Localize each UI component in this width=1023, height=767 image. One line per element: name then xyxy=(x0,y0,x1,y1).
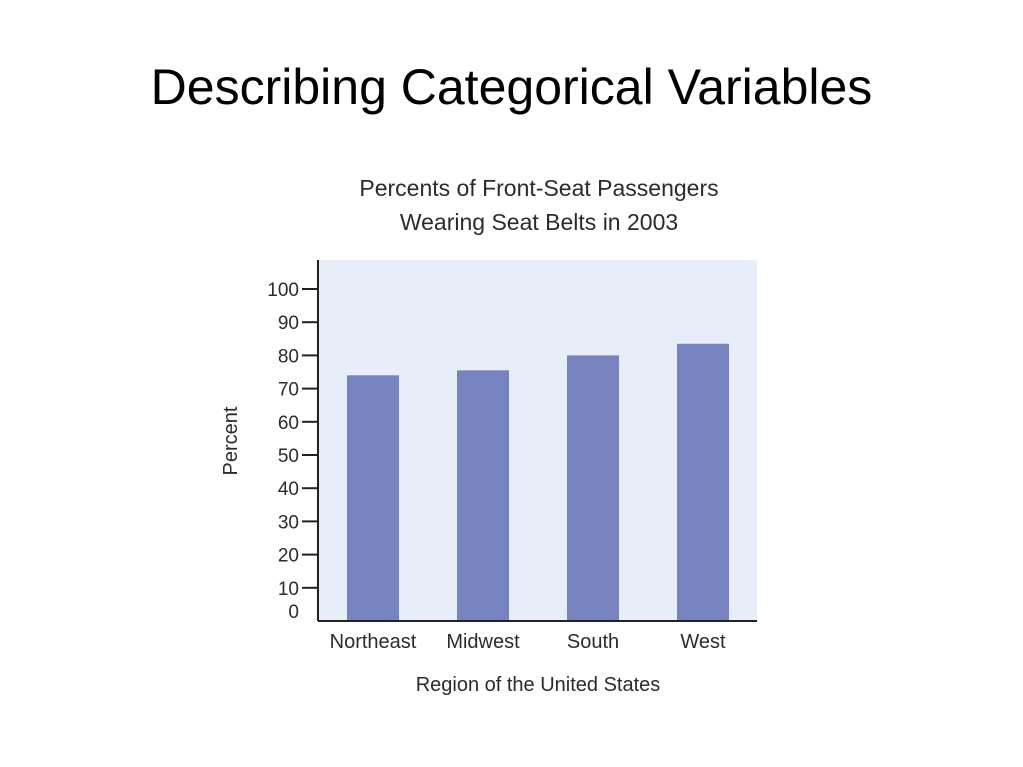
bar-midwest xyxy=(457,370,509,621)
y-axis: 010 20 30 40 50 60 70 80 90 100 xyxy=(267,260,319,623)
y-tick-label: 40 xyxy=(278,479,299,500)
bars-layer xyxy=(347,343,729,621)
x-tick-label: Northeast xyxy=(330,631,417,653)
x-tick-label: South xyxy=(567,631,619,653)
x-axis: Northeast Midwest South West xyxy=(318,620,757,653)
y-tick-label: 0 xyxy=(288,602,299,623)
y-tick-label: 100 xyxy=(267,280,299,301)
y-tick-label: 70 xyxy=(278,380,299,401)
y-tick-label: 90 xyxy=(278,313,299,334)
bar-west xyxy=(677,343,729,621)
chart-title-line-1: Percents of Front-Seat Passengers xyxy=(359,175,718,201)
y-axis-label: Percent xyxy=(220,406,242,475)
x-axis-label: Region of the United States xyxy=(416,674,661,696)
y-tick-label: 10 xyxy=(278,579,299,600)
slide-title: Describing Categorical Variables xyxy=(150,59,873,115)
y-tick-label: 80 xyxy=(278,346,299,367)
x-tick-label: West xyxy=(680,631,726,653)
y-tick-label: 50 xyxy=(278,446,299,467)
chart-title-line-2: Wearing Seat Belts in 2003 xyxy=(400,209,678,235)
y-tick-label: 60 xyxy=(278,413,299,434)
y-tick-label: 30 xyxy=(278,512,299,533)
bar-northeast xyxy=(347,375,399,621)
bar-south xyxy=(567,355,619,621)
y-tick-label: 20 xyxy=(278,546,299,567)
x-tick-label: Midwest xyxy=(446,631,520,653)
